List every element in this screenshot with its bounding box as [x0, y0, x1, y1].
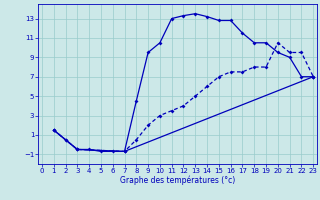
X-axis label: Graphe des températures (°c): Graphe des températures (°c)	[120, 176, 235, 185]
